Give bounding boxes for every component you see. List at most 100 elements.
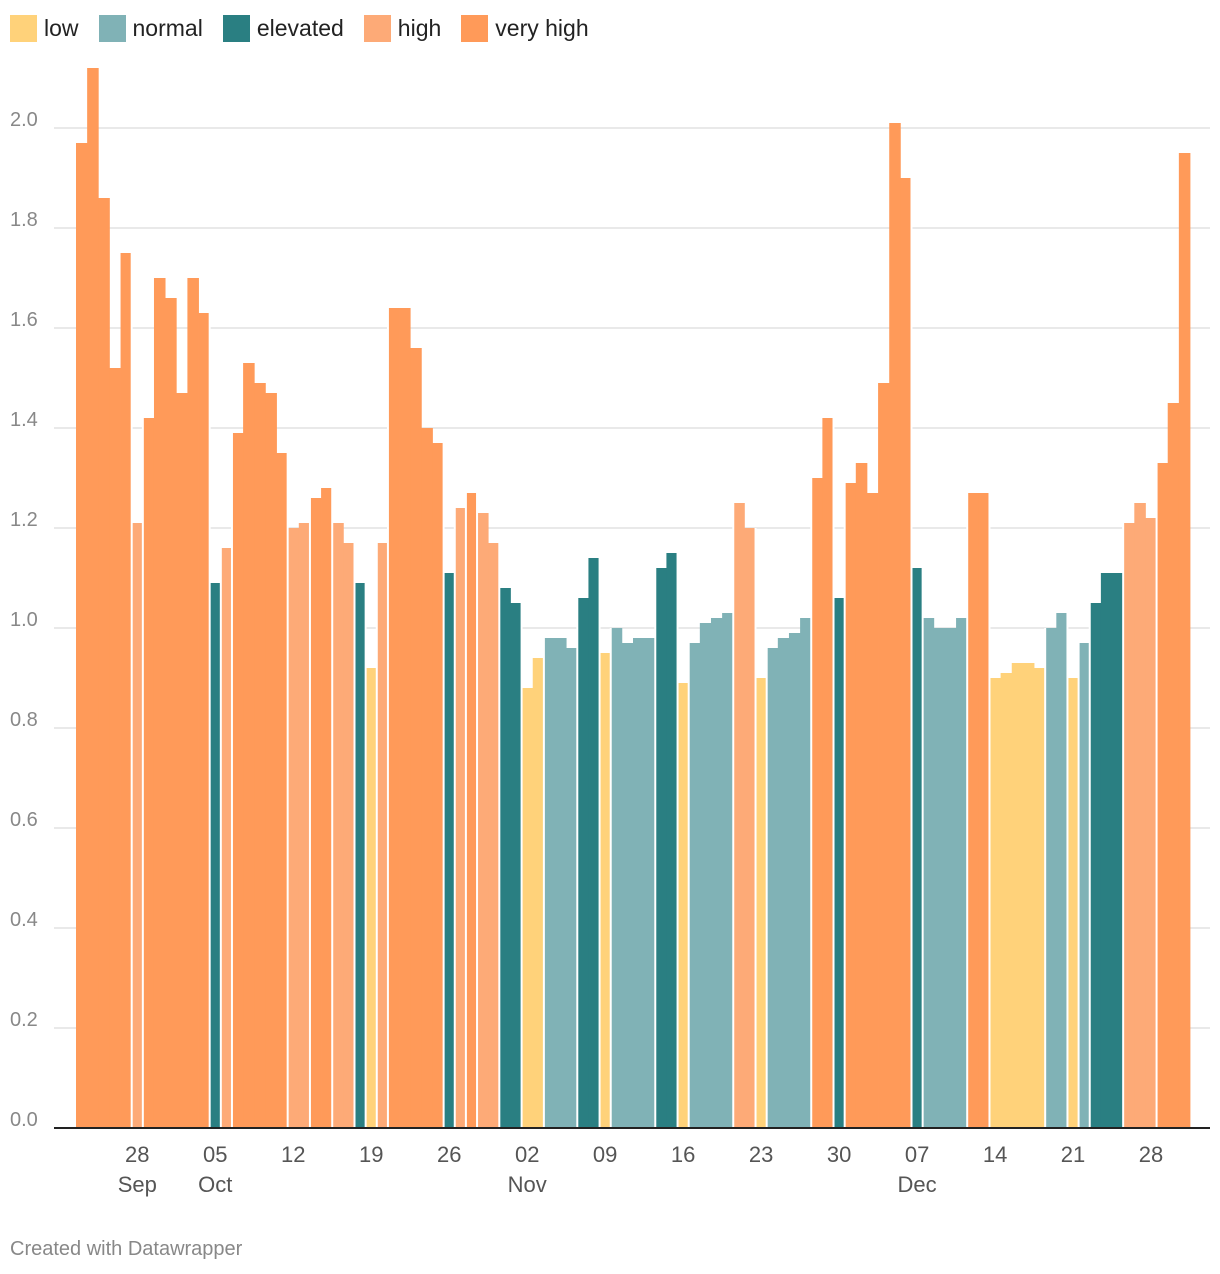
bar-very-high[interactable] — [153, 278, 166, 1128]
legend-item-elevated[interactable]: elevated — [222, 14, 344, 42]
bar-normal[interactable] — [1056, 613, 1068, 1128]
bar-normal[interactable] — [766, 648, 779, 1128]
bar-very-high[interactable] — [187, 278, 199, 1128]
bar-elevated[interactable] — [443, 573, 456, 1128]
bar-elevated[interactable] — [354, 583, 367, 1128]
footer-credit[interactable]: Created with Datawrapper — [10, 1238, 243, 1260]
bar-very-high[interactable] — [198, 313, 211, 1128]
bar-very-high[interactable] — [176, 393, 188, 1128]
bar-elevated[interactable] — [833, 598, 846, 1128]
bar-very-high[interactable] — [822, 418, 834, 1128]
bar-elevated[interactable] — [499, 588, 511, 1128]
bar-low[interactable] — [989, 678, 1002, 1128]
bar-elevated[interactable] — [510, 603, 522, 1128]
legend-item-very-high[interactable]: very high — [461, 14, 589, 42]
bar-very-high[interactable] — [900, 178, 912, 1128]
bar-low[interactable] — [521, 688, 534, 1128]
bar-very-high[interactable] — [1156, 463, 1169, 1128]
bar-elevated[interactable] — [1089, 603, 1102, 1128]
bar-very-high[interactable] — [978, 493, 990, 1128]
bar-high[interactable] — [343, 543, 355, 1128]
bar-very-high[interactable] — [265, 393, 277, 1128]
bar-elevated[interactable] — [209, 583, 222, 1128]
bar-elevated[interactable] — [588, 558, 600, 1128]
bar-very-high[interactable] — [410, 348, 422, 1128]
bar-elevated[interactable] — [655, 568, 667, 1128]
bar-very-high[interactable] — [231, 433, 244, 1128]
bar-normal[interactable] — [555, 638, 567, 1128]
bar-high[interactable] — [488, 543, 500, 1128]
bar-high[interactable] — [287, 528, 300, 1128]
legend-item-low[interactable]: low — [10, 14, 79, 42]
legend-item-high[interactable]: high — [363, 14, 441, 42]
bar-high[interactable] — [454, 508, 467, 1128]
bar-very-high[interactable] — [811, 478, 823, 1128]
bar-very-high[interactable] — [309, 498, 322, 1128]
bar-very-high[interactable] — [1167, 403, 1180, 1128]
bar-high[interactable] — [733, 503, 745, 1128]
bar-very-high[interactable] — [87, 68, 99, 1128]
bar-high[interactable] — [1123, 523, 1135, 1128]
bar-very-high[interactable] — [866, 493, 879, 1128]
bar-high[interactable] — [744, 528, 756, 1128]
bar-very-high[interactable] — [165, 298, 177, 1128]
bar-elevated[interactable] — [1100, 573, 1113, 1128]
bar-normal[interactable] — [543, 638, 556, 1128]
bar-high[interactable] — [376, 543, 389, 1128]
bar-normal[interactable] — [621, 643, 634, 1128]
bar-high[interactable] — [1134, 503, 1146, 1128]
bar-normal[interactable] — [710, 618, 723, 1128]
bar-very-high[interactable] — [120, 253, 133, 1128]
bar-high[interactable] — [220, 548, 233, 1128]
bar-very-high[interactable] — [889, 123, 901, 1128]
bar-very-high[interactable] — [276, 453, 289, 1128]
bar-normal[interactable] — [1045, 628, 1057, 1128]
bar-normal[interactable] — [944, 628, 957, 1128]
bar-normal[interactable] — [610, 628, 623, 1128]
bar-low[interactable] — [1000, 673, 1013, 1128]
bar-low[interactable] — [755, 678, 768, 1128]
bar-very-high[interactable] — [98, 198, 110, 1128]
bar-very-high[interactable] — [321, 488, 333, 1128]
bar-very-high[interactable] — [844, 483, 857, 1128]
bar-elevated[interactable] — [666, 553, 678, 1128]
bar-normal[interactable] — [566, 648, 578, 1128]
bar-very-high[interactable] — [855, 463, 868, 1128]
bar-low[interactable] — [532, 658, 545, 1128]
bar-normal[interactable] — [644, 638, 656, 1128]
bar-normal[interactable] — [922, 618, 935, 1128]
bar-normal[interactable] — [788, 633, 801, 1128]
bar-normal[interactable] — [956, 618, 968, 1128]
bar-normal[interactable] — [777, 638, 790, 1128]
bar-very-high[interactable] — [76, 143, 88, 1128]
bar-very-high[interactable] — [399, 308, 411, 1128]
bar-normal[interactable] — [633, 638, 645, 1128]
bar-elevated[interactable] — [1112, 573, 1124, 1128]
bar-normal[interactable] — [933, 628, 946, 1128]
bar-low[interactable] — [365, 668, 378, 1128]
bar-high[interactable] — [1145, 518, 1157, 1128]
bar-very-high[interactable] — [254, 383, 266, 1128]
bar-normal[interactable] — [688, 643, 701, 1128]
legend-item-normal[interactable]: normal — [98, 14, 203, 42]
bar-high[interactable] — [477, 513, 489, 1128]
bar-elevated[interactable] — [577, 598, 589, 1128]
bar-very-high[interactable] — [109, 368, 121, 1128]
bar-normal[interactable] — [1078, 643, 1091, 1128]
bar-low[interactable] — [1022, 663, 1035, 1128]
bar-elevated[interactable] — [911, 568, 924, 1128]
bar-very-high[interactable] — [1178, 153, 1191, 1128]
bar-low[interactable] — [1067, 678, 1079, 1128]
bar-low[interactable] — [677, 683, 690, 1128]
bar-normal[interactable] — [800, 618, 812, 1128]
bar-high[interactable] — [298, 523, 311, 1128]
bar-very-high[interactable] — [142, 418, 155, 1128]
bar-very-high[interactable] — [878, 383, 890, 1128]
bar-low[interactable] — [599, 653, 612, 1128]
bar-high[interactable] — [131, 523, 144, 1128]
bar-very-high[interactable] — [243, 363, 255, 1128]
bar-high[interactable] — [332, 523, 344, 1128]
bar-very-high[interactable] — [421, 428, 433, 1128]
bar-normal[interactable] — [699, 623, 712, 1128]
bar-low[interactable] — [1011, 663, 1024, 1128]
